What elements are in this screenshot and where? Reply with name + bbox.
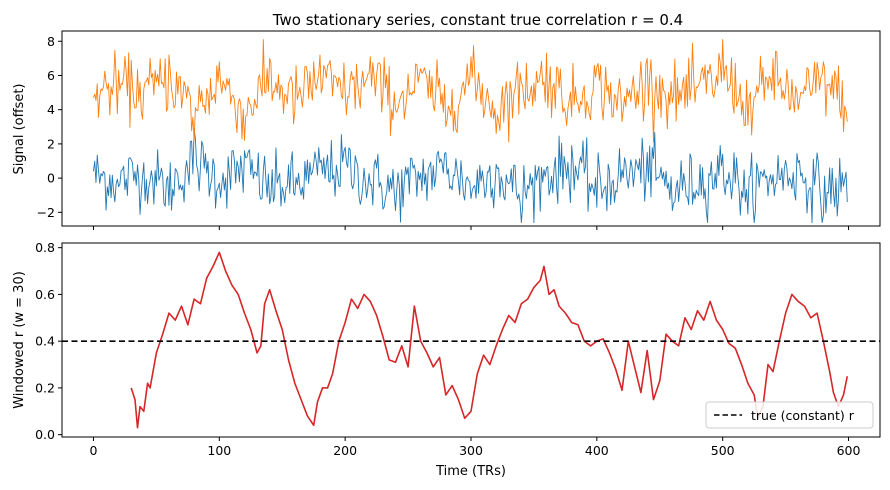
legend: true (constant) r — [705, 401, 874, 429]
ytick-label: 0 — [47, 171, 55, 186]
xtick-label: 400 — [585, 443, 609, 458]
xtick-label: 300 — [459, 443, 483, 458]
top-panel-ylabel: Signal (offset) — [12, 84, 27, 175]
ytick-label: 8 — [47, 34, 55, 49]
series-line-windowed-r — [130, 251, 849, 429]
top-panel-frame — [61, 30, 881, 227]
xtick-label: 600 — [837, 443, 861, 458]
top-panel: Two stationary series, constant true cor… — [12, 11, 881, 230]
xtick-label: 200 — [333, 443, 357, 458]
bottom-panel-xlabel: Time (TRs) — [435, 464, 506, 479]
ytick-label: −2 — [37, 205, 55, 220]
ytick-label: 0.0 — [35, 427, 55, 442]
bottom-panel-frame — [61, 242, 881, 438]
legend-label: true (constant) r — [751, 408, 855, 423]
legend-box — [705, 401, 874, 429]
bottom-panel: Windowed r (w = 30) Time (TRs) 0 100 200 30… — [12, 240, 881, 479]
ytick-label: 2 — [47, 136, 55, 151]
series-line-orange — [93, 39, 848, 143]
ytick-label: 0.4 — [35, 334, 55, 349]
xtick-label: 500 — [711, 443, 735, 458]
xtick-label: 0 — [89, 443, 97, 458]
ytick-label: 4 — [47, 102, 55, 117]
xtick-label: 100 — [207, 443, 231, 458]
ytick-label: 6 — [47, 68, 55, 83]
ytick-label: 0.6 — [35, 287, 55, 302]
series-line-blue — [93, 128, 848, 224]
ytick-label: 0.8 — [35, 240, 55, 255]
bottom-panel-ylabel: Windowed r (w = 30) — [12, 271, 27, 409]
top-panel-title: Two stationary series, constant true cor… — [272, 11, 683, 29]
ytick-label: 0.2 — [35, 380, 55, 395]
